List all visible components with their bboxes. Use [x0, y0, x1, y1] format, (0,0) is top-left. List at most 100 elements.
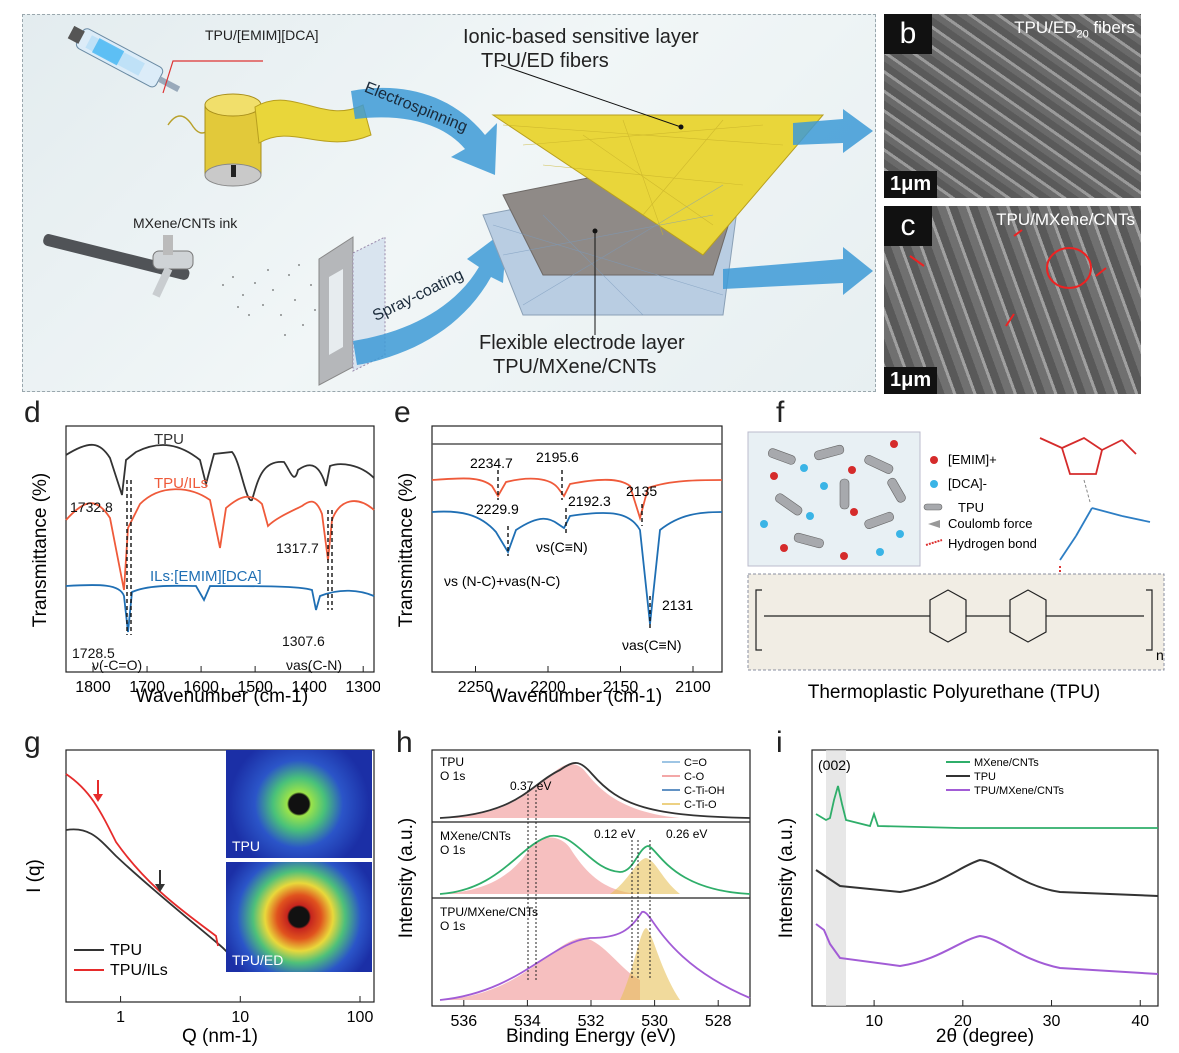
panel-h-label: h	[396, 726, 413, 759]
chart-e: 2234.7 2195.6 2229.9 2192.3 2135 2131 νs…	[396, 425, 723, 707]
annot-1732: 1732.8	[70, 499, 113, 515]
legend-dca-dot	[930, 480, 938, 488]
airbrush-icon	[43, 234, 194, 298]
series-tpu-ils	[65, 488, 375, 591]
h-legend-c-ti-oh: C-Ti-OH	[684, 785, 725, 797]
legend-tpu-rod	[923, 503, 943, 511]
chart-i-ylabel: Intensity (a.u.)	[776, 818, 797, 938]
saxs-tpu-ed-image: TPU/ED	[226, 862, 372, 972]
repeat-n: n	[1156, 647, 1164, 663]
syringe-icon	[67, 25, 181, 92]
legend-g-tpu: TPU	[110, 942, 142, 959]
chart-e-frame	[431, 425, 723, 673]
x-tick-label: 2200	[530, 679, 566, 696]
annot-1317: 1317.7	[276, 540, 319, 556]
x-tick-label: 1300	[345, 679, 380, 696]
series-i-tpu	[815, 858, 1159, 897]
x-tick-label: 10	[865, 1013, 883, 1030]
arrow-spray-coating	[353, 229, 507, 365]
dca-structure	[1059, 507, 1151, 561]
top-layer-line2: TPU/ED fibers	[481, 50, 609, 72]
bottom-layer-line2: TPU/MXene/CNTs	[493, 356, 657, 378]
h-legend-c-o-double: C=O	[684, 757, 707, 769]
legend-coulomb-mark	[928, 520, 940, 528]
legend-ils: ILs:[EMIM][DCA]	[150, 568, 262, 585]
h-sub2-co-peak	[440, 837, 640, 894]
red-arrow	[1095, 267, 1107, 277]
h-sub3-co-peak	[440, 937, 640, 1000]
chart-g-ticks: 1 10 100	[116, 996, 373, 1026]
saxs-tpu-image: TPU	[226, 750, 372, 858]
h-sub1-label2: O 1s	[440, 769, 465, 783]
x-tick-label: 530	[641, 1013, 668, 1030]
legend-emim: [EMIM]+	[948, 452, 997, 467]
chart-e-ticks: 2250 2200 2150 2100	[458, 666, 711, 696]
chart-h: TPU O 1s 0.37 eV MXene/CNTs O 1s 0.12 eV…	[396, 749, 751, 1047]
series-g-tpu	[65, 828, 237, 969]
chart-i-xlabel: 2θ (degree)	[936, 1026, 1034, 1047]
spray-particles	[222, 264, 322, 336]
legend-hbond: Hydrogen bond	[948, 536, 1037, 551]
i-legend: MXene/CNTs TPU TPU/MXene/CNTs	[946, 757, 1064, 797]
peak-label-002: (002)	[818, 757, 851, 773]
top-layer-label: Ionic-based sensitive layer TPU/ED fiber…	[463, 25, 699, 73]
syringe-label: TPU/[EMIM][DCA]	[205, 27, 319, 43]
h-sub1-envelope	[439, 762, 751, 819]
x-tick-label: 1600	[183, 679, 219, 696]
x-tick-label: 20	[954, 1013, 972, 1030]
top-layer-line1: Ionic-based sensitive layer	[463, 26, 699, 48]
x-tick-label: 1800	[75, 679, 111, 696]
sem-c-tag: TPU/MXene/CNTs	[996, 210, 1135, 229]
panel-i-label: i	[776, 726, 783, 759]
arrow-electrospinning	[351, 87, 497, 175]
x-tick-label: 532	[578, 1013, 605, 1030]
annot-vas-cn: νas(C≡N)	[622, 637, 682, 653]
chart-g-ylabel: I (q)	[24, 859, 45, 893]
chart-e-xlabel: Wavenumber (cm-1)	[490, 686, 662, 707]
legend-emim-dot	[930, 456, 938, 464]
chart-h-xlabel: Binding Energy (eV)	[506, 1026, 676, 1047]
chart-g-frame	[65, 749, 375, 1003]
series-tpu	[65, 443, 375, 501]
annot-1728: 1728.5	[72, 645, 115, 661]
series-g-tpu-ils	[65, 773, 219, 947]
panel-f-diagram: [EMIM]+ [DCA]- TPU Coulomb force Hydroge…	[747, 431, 1165, 703]
arrow-to-b	[793, 109, 873, 153]
h-sub1-label1: TPU	[440, 755, 464, 769]
legend-dca: [DCA]-	[948, 476, 987, 491]
bottom-layer-line1: Flexible electrode layer	[479, 332, 685, 354]
panel-f-label: f	[776, 396, 785, 429]
h-sub2-envelope	[439, 835, 751, 895]
chart-h-ticks: 536 534 532 530 528	[450, 1000, 732, 1030]
sem-b-scalebar: 1μm	[884, 171, 938, 198]
annot-vs-cn: νs(C≡N)	[536, 539, 588, 555]
x-tick-label: 2250	[458, 679, 494, 696]
h-legend-c-ti-o: C-Ti-O	[684, 799, 717, 811]
sem-c-scalebar: 1μm	[884, 367, 938, 394]
red-arrow	[1005, 313, 1015, 327]
x-tick-label: 534	[514, 1013, 541, 1030]
h-sub1-co-peak	[440, 763, 750, 818]
panel-b-label: b	[884, 14, 932, 54]
ink-label: MXene/CNTs ink	[133, 215, 238, 231]
x-tick-label: 528	[705, 1013, 732, 1030]
chart-e-ylabel: Transmittance (%)	[396, 473, 417, 628]
legend-coulomb: Coulomb force	[948, 516, 1033, 531]
legend-tpu-ils: TPU/ILs	[154, 475, 208, 492]
sem-b-tag-main: TPU/ED	[1014, 18, 1077, 37]
h-sub3-label1: TPU/MXene/CNTs	[440, 905, 538, 919]
chart-d: TPU TPU/ILs ILs:[EMIM][DCA] 1732.8 1728.…	[30, 425, 380, 707]
x-tick-label: 30	[1043, 1013, 1061, 1030]
legend-tpu: TPU	[154, 431, 184, 448]
x-tick-label: 1400	[291, 679, 327, 696]
h-sub2-note1: 0.12 eV	[594, 827, 635, 841]
h-sub3-label2: O 1s	[440, 919, 465, 933]
annot-2195: 2195.6	[536, 449, 579, 465]
emim-structure	[1039, 436, 1137, 475]
chart-d-frame	[65, 425, 375, 673]
legend-tpu-f: TPU	[958, 500, 984, 515]
x-tick-label: 1700	[129, 679, 165, 696]
x-tick-label: 1	[116, 1009, 125, 1026]
chart-i-frame	[811, 749, 1159, 1007]
chart-d-ylabel: Transmittance (%)	[30, 473, 51, 628]
